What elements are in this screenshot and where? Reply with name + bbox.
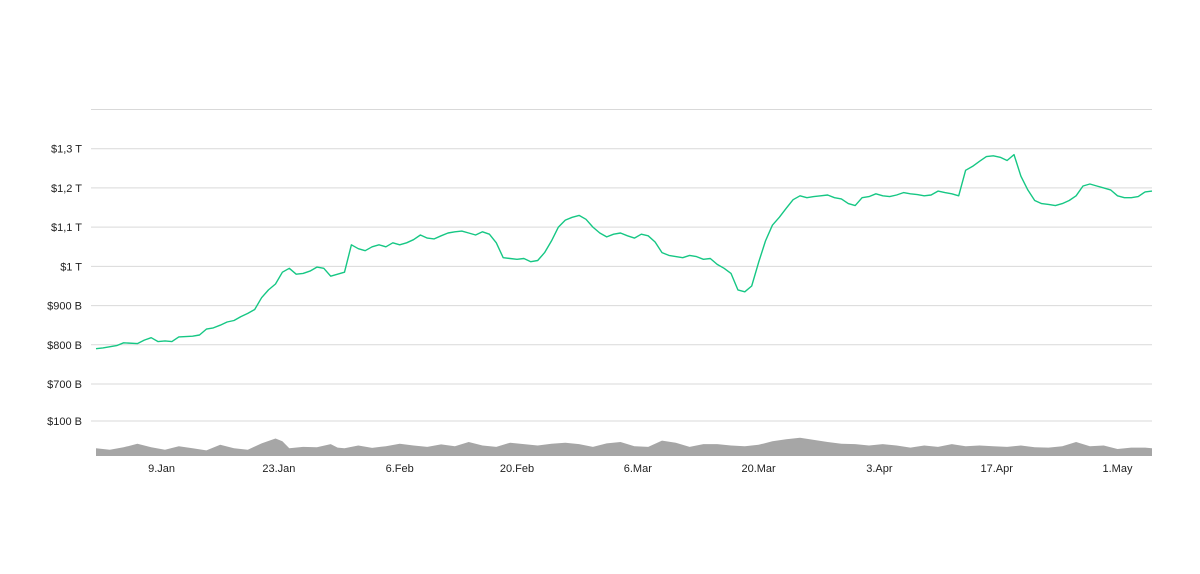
y-tick-label: $900 B xyxy=(47,301,82,313)
y-tick-label: $1,2 T xyxy=(51,183,82,195)
y-tick-label: $1,3 T xyxy=(51,144,82,156)
volume-area xyxy=(96,437,1152,456)
y-tick-label: $700 B xyxy=(47,379,82,391)
x-tick-label: 17.Apr xyxy=(980,463,1013,475)
x-tick-label: 20.Mar xyxy=(741,463,776,475)
volume-tick-label: $100 B xyxy=(47,416,82,428)
y-tick-label: $1,1 T xyxy=(51,222,82,234)
x-tick-label: 1.May xyxy=(1103,463,1133,475)
y-tick-label: $1 T xyxy=(60,261,82,273)
price-line xyxy=(95,153,1153,350)
x-tick-label: 3.Apr xyxy=(866,463,893,475)
x-tick-label: 6.Mar xyxy=(624,463,652,475)
x-tick-label: 6.Feb xyxy=(386,463,414,475)
x-tick-label: 20.Feb xyxy=(500,463,534,475)
x-tick-label: 23.Jan xyxy=(262,463,295,475)
y-tick-label: $800 B xyxy=(47,340,82,352)
x-tick-label: 9.Jan xyxy=(148,463,175,475)
